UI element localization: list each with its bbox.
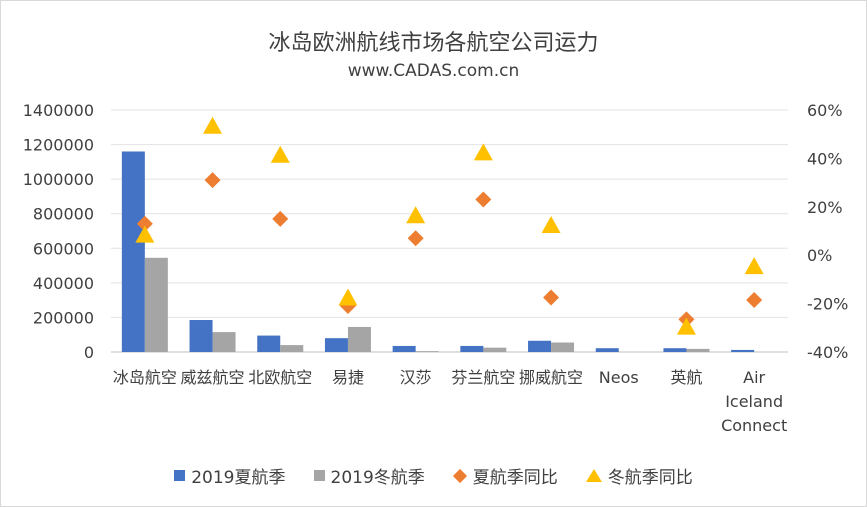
point-winter-yoy <box>541 215 561 233</box>
chart-title: 冰岛欧洲航线市场各航空公司运力 <box>268 31 599 56</box>
x-tick-label: 芬兰航空 <box>451 368 515 387</box>
point-winter-yoy <box>676 317 696 335</box>
legend-label: 2019夏航季 <box>191 468 286 488</box>
bar-summer <box>392 345 416 352</box>
x-tick-label: Air <box>743 368 765 387</box>
y-left-tick-label: 1200000 <box>23 136 94 155</box>
y-left-tick-label: 400000 <box>33 274 94 293</box>
point-winter-yoy <box>473 143 493 161</box>
bar-summer <box>460 345 484 352</box>
y-right-tick-label: -20% <box>807 295 848 314</box>
point-summer-yoy <box>136 215 153 232</box>
point-winter-yoy <box>135 225 155 243</box>
x-tick-label: 易捷 <box>332 368 364 387</box>
chart-subtitle: www.CADAS.com.cn <box>347 61 520 81</box>
legend-item: 冬航季同比 <box>585 463 693 488</box>
legend-label: 夏航季同比 <box>472 468 558 488</box>
y-left-tick-label: 0 <box>84 343 94 362</box>
x-tick-label: 挪威航空 <box>519 368 583 387</box>
x-tick-label: 威兹航空 <box>181 368 245 387</box>
point-winter-yoy <box>270 145 290 163</box>
y-left-tick-label: 600000 <box>33 239 94 258</box>
legend-item: 2019冬航季 <box>313 463 425 488</box>
legend-diamond-icon <box>452 468 467 483</box>
y-right-tick-label: 20% <box>807 198 843 217</box>
bar-winter <box>686 348 710 352</box>
bar-winter <box>551 342 575 352</box>
legend-square-icon <box>313 470 325 481</box>
y-left-tick-label: 200000 <box>33 308 94 327</box>
bar-summer <box>121 151 145 352</box>
point-summer-yoy <box>407 230 424 247</box>
point-winter-yoy <box>406 206 426 224</box>
point-summer-yoy <box>204 172 221 189</box>
y-right-tick-label: -40% <box>807 343 848 362</box>
point-winter-yoy <box>203 116 223 134</box>
x-tick-label: Neos <box>599 368 639 387</box>
point-summer-yoy <box>543 289 560 306</box>
legend-triangle-icon <box>585 469 602 482</box>
bar-winter <box>415 351 439 352</box>
bar-summer <box>595 348 619 352</box>
y-left-tick-label: 1000000 <box>23 170 94 189</box>
legend-item: 2019夏航季 <box>174 463 286 488</box>
bar-winter <box>212 332 236 352</box>
point-summer-yoy <box>272 210 289 227</box>
bar-summer <box>731 349 755 352</box>
bar-winter <box>483 347 507 352</box>
bar-winter <box>144 257 168 352</box>
legend-label: 2019冬航季 <box>330 468 425 488</box>
bar-summer <box>324 338 348 352</box>
legend-label: 冬航季同比 <box>607 468 693 488</box>
bar-winter <box>347 326 371 352</box>
y-right-tick-label: 60% <box>807 101 843 120</box>
x-tick-label: 冰岛航空 <box>113 368 177 387</box>
point-winter-yoy <box>744 257 764 275</box>
y-left-tick-label: 1400000 <box>23 101 94 120</box>
bar-winter <box>280 345 304 352</box>
x-tick-label: 英航 <box>670 368 702 387</box>
legend-item: 夏航季同比 <box>452 463 558 488</box>
y-left-tick-label: 800000 <box>33 205 94 224</box>
point-winter-yoy <box>338 288 358 306</box>
legend-square-icon <box>174 470 186 481</box>
x-tick-label: 汉莎 <box>400 368 432 387</box>
bar-summer <box>189 320 213 352</box>
bar-summer <box>257 335 281 352</box>
bar-summer <box>528 340 552 352</box>
x-tick-label: Iceland <box>725 392 783 411</box>
point-summer-yoy <box>746 291 763 308</box>
y-right-tick-label: 0% <box>807 246 832 265</box>
y-right-tick-label: 40% <box>807 149 843 168</box>
point-summer-yoy <box>475 191 492 208</box>
x-tick-label: 北欧航空 <box>248 368 312 387</box>
bar-summer <box>663 348 687 352</box>
x-tick-label: Connect <box>721 416 787 435</box>
legend: 2019夏航季 2019冬航季 夏航季同比 冬航季同比 <box>1 463 866 488</box>
